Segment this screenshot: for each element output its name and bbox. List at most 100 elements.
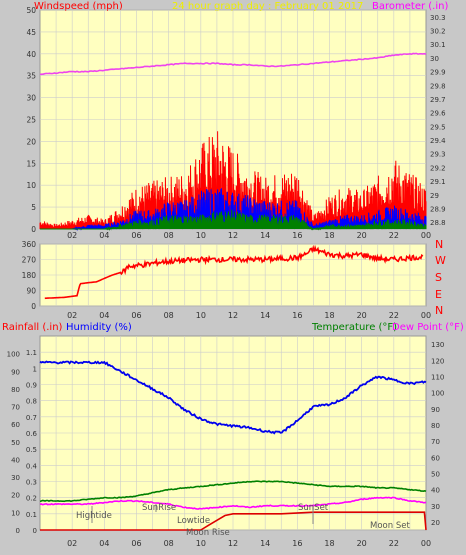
rain-tick-label: 0.3 xyxy=(26,479,37,487)
x-tick-label: 04 xyxy=(99,231,109,240)
barometer-tick-label: 29.6 xyxy=(430,110,446,118)
direction-tick-label: 180 xyxy=(22,271,37,280)
barometer-tick-label: 28.9 xyxy=(430,205,446,213)
direction-tick-label: 0 xyxy=(31,302,36,311)
wind-tick-label: 25 xyxy=(26,116,36,125)
moonset-annotation: Moon Set xyxy=(370,521,410,531)
barometer-tick-label: 29.7 xyxy=(430,96,446,104)
wind-tick-label: 35 xyxy=(26,72,36,81)
humidity-line xyxy=(39,360,427,435)
wind-tick-label: 45 xyxy=(26,28,36,37)
compass-n-bottom: N xyxy=(435,304,443,317)
rain-tick-label: 0.5 xyxy=(26,446,37,454)
rain-tick-label: 0.6 xyxy=(26,430,38,438)
x-tick-label: 02 xyxy=(67,231,77,240)
series-layer xyxy=(39,52,427,531)
rain-tick-label: 1.1 xyxy=(26,349,37,357)
compass-w: W xyxy=(435,254,446,267)
rain-tick-label: 1 xyxy=(33,365,37,373)
humidity-tick-label: 80 xyxy=(11,386,20,394)
barometer-tick-label: 30.3 xyxy=(430,14,446,22)
x-tick-label: 04 xyxy=(99,539,109,548)
compass-labels: N W S E N xyxy=(435,238,446,317)
humidity-tick-label: 0 xyxy=(16,527,20,535)
temp-tick-label: 20 xyxy=(431,519,440,527)
humidity-tick-label: 90 xyxy=(11,368,20,376)
lowtide-annotation: Lowtide xyxy=(177,516,210,526)
x-tick-label: 08 xyxy=(164,231,174,240)
sunrise-annotation: SunRise xyxy=(142,503,176,513)
humidity-tick-label: 50 xyxy=(11,439,20,447)
x-tick-label: 00 xyxy=(421,311,431,320)
temp-tick-label: 100 xyxy=(431,390,444,398)
hightide-annotation: Hightide xyxy=(76,511,112,521)
x-tick-label: 22 xyxy=(389,539,399,548)
x-tick-label: 06 xyxy=(131,231,141,240)
wind-series-2 xyxy=(40,209,427,231)
x-tick-label: 16 xyxy=(292,539,302,548)
temperature-label: Temperature (°F) xyxy=(311,322,397,333)
compass-s: S xyxy=(435,271,442,284)
wind-tick-label: 5 xyxy=(31,203,36,212)
temp-tick-label: 110 xyxy=(431,373,444,381)
x-tick-label: 18 xyxy=(324,311,334,320)
moonrise-annotation: Moon Rise xyxy=(186,528,230,538)
wind-tick-label: 30 xyxy=(26,94,36,103)
barometer-tick-label: 29.1 xyxy=(430,178,446,186)
x-tick-label: 00 xyxy=(421,231,431,240)
temp-tick-label: 80 xyxy=(431,422,440,430)
barometer-tick-label: 28.8 xyxy=(430,219,446,227)
x-tick-label: 14 xyxy=(260,231,270,240)
x-tick-label: 14 xyxy=(260,311,270,320)
rain-tick-label: 0.1 xyxy=(26,511,37,519)
barometer-tick-label: 29.4 xyxy=(430,137,446,145)
graph-date-title: 24 hour graph day : February 01 2017 xyxy=(172,1,363,12)
barometer-line xyxy=(39,52,427,76)
humidity-label: Humidity (%) xyxy=(66,322,132,333)
dewpoint-line xyxy=(39,496,427,510)
x-tick-label: 10 xyxy=(196,311,206,320)
wind-tick-label: 40 xyxy=(26,50,36,59)
temp-tick-label: 40 xyxy=(431,487,440,495)
x-tick-label: 20 xyxy=(357,231,367,240)
humidity-tick-label: 30 xyxy=(11,474,20,482)
rain-tick-label: 0 xyxy=(33,527,37,535)
humidity-tick-label: 60 xyxy=(11,421,20,429)
barometer-tick-label: 29.3 xyxy=(430,151,446,159)
temp-tick-label: 90 xyxy=(431,406,440,414)
x-tick-label: 14 xyxy=(260,539,270,548)
x-tick-label: 06 xyxy=(131,539,141,548)
x-tick-label: 08 xyxy=(164,311,174,320)
temp-tick-label: 60 xyxy=(431,454,440,462)
x-tick-label: 16 xyxy=(292,231,302,240)
x-tick-label: 16 xyxy=(292,311,302,320)
dewpoint-label: Dew Point (°F) xyxy=(392,322,464,333)
x-tick-label: 00 xyxy=(421,539,431,548)
temp-tick-label: 70 xyxy=(431,438,440,446)
x-tick-label: 18 xyxy=(324,539,334,548)
rain-tick-label: 0.2 xyxy=(26,495,37,503)
wind-tick-label: 10 xyxy=(26,181,36,190)
x-tick-label: 12 xyxy=(228,539,238,548)
rain-tick-label: 0.7 xyxy=(26,414,37,422)
humidity-tick-label: 20 xyxy=(11,492,20,500)
temp-tick-label: 130 xyxy=(431,341,444,349)
barometer-label: Barometer (.in) xyxy=(372,1,448,12)
wind-tick-label: 15 xyxy=(26,159,36,168)
humidity-tick-label: 10 xyxy=(11,509,20,517)
rainfall-label: Rainfall (.in) xyxy=(2,322,63,333)
barometer-tick-label: 29.8 xyxy=(430,82,446,90)
barometer-tick-label: 29.5 xyxy=(430,123,446,131)
x-tick-label: 08 xyxy=(164,539,174,548)
x-tick-label: 20 xyxy=(357,539,367,548)
direction-tick-label: 270 xyxy=(22,256,37,265)
x-tick-label: 18 xyxy=(324,231,334,240)
humidity-tick-label: 40 xyxy=(11,456,20,464)
x-tick-label: 22 xyxy=(389,231,399,240)
wind-direction-line xyxy=(44,244,424,300)
humidity-tick-label: 70 xyxy=(11,404,20,412)
x-tick-label: 12 xyxy=(228,231,238,240)
x-tick-label: 12 xyxy=(228,311,238,320)
